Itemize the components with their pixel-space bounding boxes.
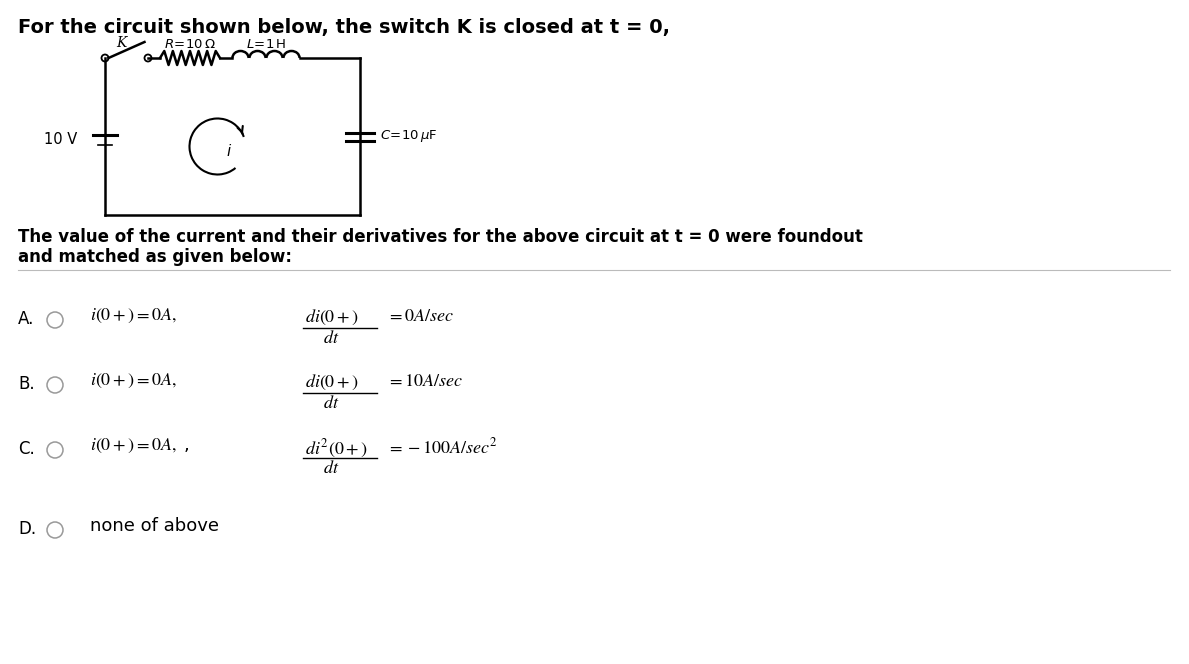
Text: none of above: none of above (90, 517, 219, 535)
Text: $di(0+)$: $di(0+)$ (306, 373, 359, 392)
Text: $dt$: $dt$ (323, 459, 339, 477)
Text: $R\!=\!10\,\Omega$: $R\!=\!10\,\Omega$ (164, 38, 216, 51)
Text: For the circuit shown below, the switch K is closed at t = 0,: For the circuit shown below, the switch … (18, 18, 669, 37)
Text: A.: A. (18, 310, 34, 328)
Text: $di(0+)$: $di(0+)$ (306, 308, 359, 327)
Text: and matched as given below:: and matched as given below: (18, 248, 292, 266)
Text: $L\!=\!1\,\mathrm{H}$: $L\!=\!1\,\mathrm{H}$ (246, 38, 287, 51)
Text: $dt$: $dt$ (323, 394, 339, 412)
Text: K: K (117, 36, 127, 50)
Text: $C\!=\!10\,\mu\mathrm{F}$: $C\!=\!10\,\mu\mathrm{F}$ (380, 129, 438, 145)
Text: B.: B. (18, 375, 34, 393)
Text: $= 10A/sec$: $= 10A/sec$ (386, 372, 464, 390)
Text: C.: C. (18, 440, 34, 458)
Text: $i(0+) = 0A,$: $i(0+) = 0A,$ (90, 307, 176, 325)
Text: The value of the current and their derivatives for the above circuit at t = 0 we: The value of the current and their deriv… (18, 228, 863, 246)
Text: $= -100A/sec^2$: $= -100A/sec^2$ (386, 437, 497, 457)
Text: $dt$: $dt$ (323, 329, 339, 347)
Text: D.: D. (18, 520, 36, 538)
Text: $= 0A/sec$: $= 0A/sec$ (386, 307, 454, 325)
Text: $i(0+) = 0A,$ ,: $i(0+) = 0A,$ , (90, 437, 190, 455)
Text: $di^2(0+)$: $di^2(0+)$ (306, 438, 367, 460)
Text: 10 V: 10 V (44, 133, 77, 147)
Text: $i(0+) = 0A,$: $i(0+) = 0A,$ (90, 372, 176, 390)
Text: $i$: $i$ (226, 143, 232, 159)
